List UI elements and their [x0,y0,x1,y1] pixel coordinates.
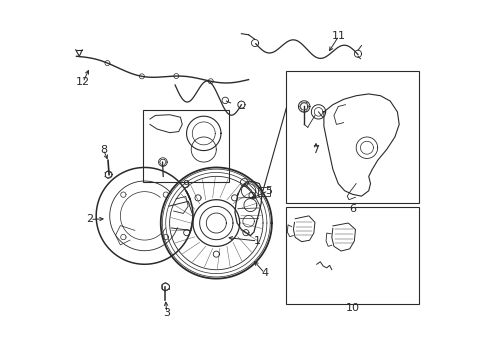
Text: 5: 5 [265,186,272,196]
Text: 8: 8 [100,144,107,154]
Text: 1: 1 [254,236,261,246]
Text: 12: 12 [76,77,90,87]
Text: 9: 9 [182,180,190,190]
Text: 3: 3 [163,308,171,318]
Text: 4: 4 [261,268,269,278]
Text: 2: 2 [87,215,94,224]
Text: 7: 7 [313,144,319,154]
Bar [143,110,229,182]
Text: 6: 6 [349,204,356,214]
Text: 11: 11 [332,31,346,41]
Bar [258,187,270,196]
Bar [286,207,419,304]
Text: 10: 10 [345,303,360,314]
Bar [286,71,419,203]
